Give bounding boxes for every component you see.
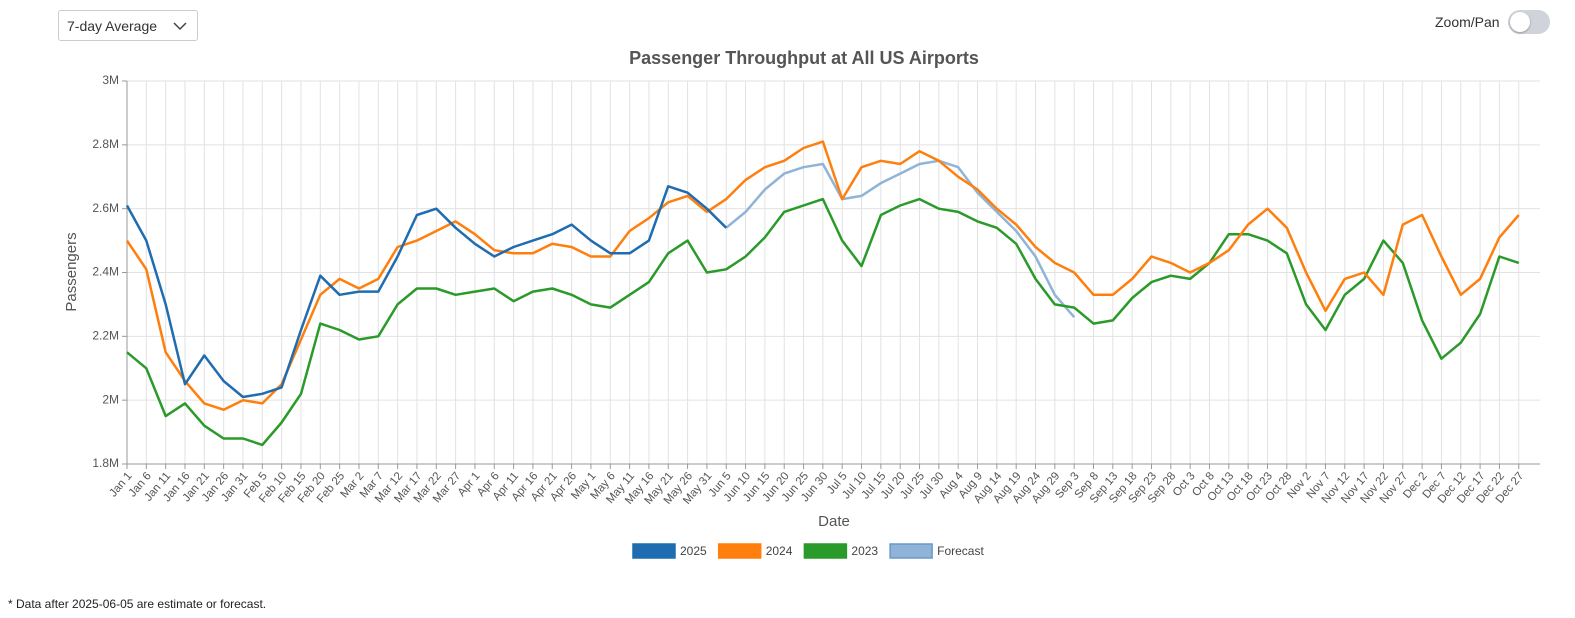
legend-swatch (803, 543, 848, 559)
y-tick-label: 2.4M (92, 265, 119, 279)
zoom-pan-label: Zoom/Pan (1435, 14, 1500, 30)
legend-label: 2025 (680, 544, 707, 558)
y-axis-title: Passengers (63, 232, 80, 311)
y-tick-label: 2.2M (92, 329, 119, 343)
series-line (725, 159, 1076, 319)
legend-label: 2024 (766, 544, 793, 558)
legend-swatch (717, 543, 762, 559)
x-axis-title: Date (818, 513, 850, 530)
legend-swatch (889, 543, 933, 559)
series-line (125, 140, 1520, 411)
footnote: * Data after 2025-06-05 are estimate or … (8, 597, 267, 611)
zoom-pan-toggle[interactable] (1508, 10, 1550, 34)
chevron-icon (173, 22, 187, 31)
toggle-knob (1510, 12, 1530, 32)
y-tick-label: 2.8M (92, 137, 119, 151)
legend-label: 2023 (851, 544, 878, 558)
series-line (126, 197, 1520, 447)
average-select[interactable]: 7-day Average (58, 10, 198, 41)
y-tick-label: 3M (102, 73, 119, 87)
legend-label: Forecast (937, 544, 984, 558)
chart-title: Passenger Throughput at All US Airports (629, 48, 979, 68)
y-tick-label: 1.8M (92, 456, 119, 470)
select-label: 7-day Average (67, 18, 158, 34)
series-line (125, 185, 728, 399)
y-tick-label: 2.6M (92, 201, 119, 215)
y-tick-label: 2M (102, 392, 119, 406)
chart: Passenger Throughput at All US Airports … (63, 48, 1540, 559)
legend-swatch (632, 543, 676, 559)
